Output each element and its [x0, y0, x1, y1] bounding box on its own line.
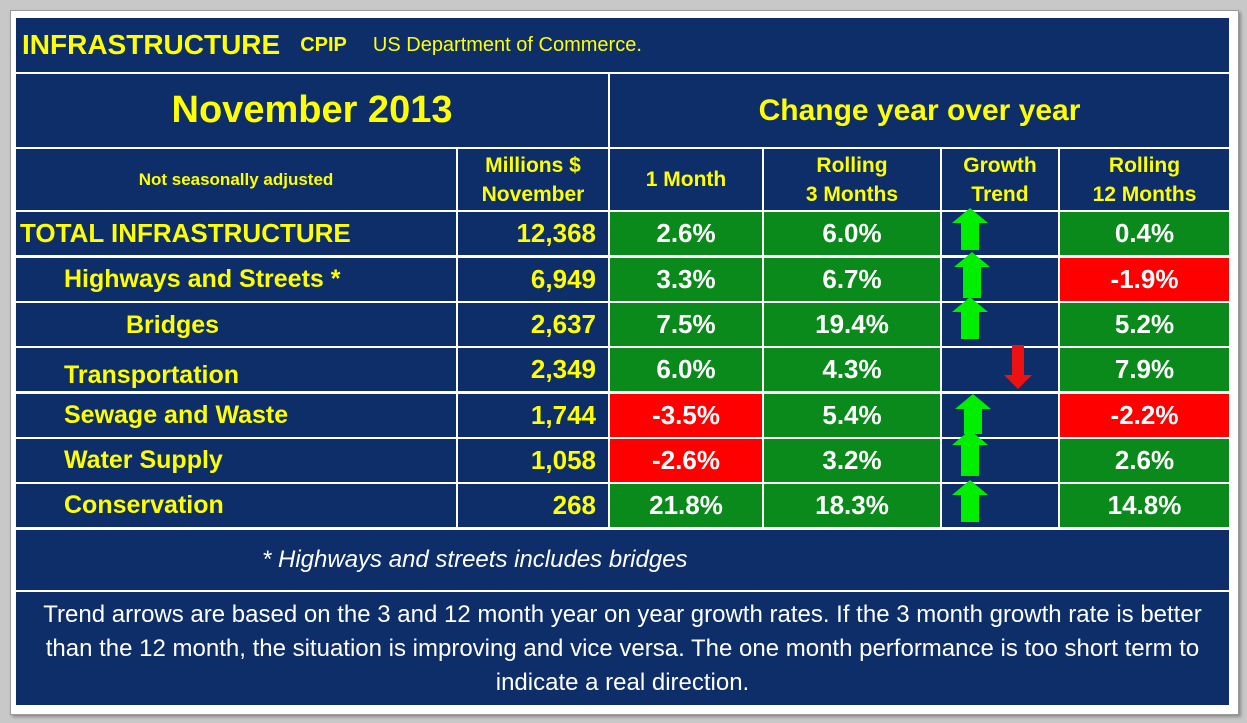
adjustment-note: Not seasonally adjusted	[138, 169, 334, 189]
millions-header: Millions $ November	[481, 153, 585, 206]
rolling3-value-cell: 6.7%	[762, 256, 942, 303]
trend-cell	[940, 210, 1060, 257]
footnote: * Highways and streets includes bridges	[262, 546, 688, 573]
title-bar: INFRASTRUCTURE CPIP US Department of Com…	[14, 16, 1231, 74]
one-month-value: -2.6%	[652, 445, 720, 475]
one-month-value-cell: 2.6%	[608, 210, 764, 257]
millions-value-cell: 2,637	[456, 301, 610, 348]
millions-value-cell: 12,368	[456, 210, 610, 257]
millions-header-cell: Millions $ November	[456, 147, 610, 212]
millions-value-cell: 1,058	[456, 437, 610, 484]
millions-value: 6,949	[530, 264, 596, 294]
rolling3-value: 6.7%	[822, 264, 882, 294]
rolling3-value: 5.4%	[822, 400, 882, 430]
millions-value-cell: 2,349	[456, 346, 610, 393]
rolling3-value-cell: 3.2%	[762, 437, 942, 484]
rolling12-value: 14.8%	[1107, 490, 1182, 520]
rolling12-value-cell: -1.9%	[1058, 256, 1231, 303]
one-month-header: 1 Month	[645, 168, 727, 191]
row-label-cell	[14, 392, 458, 439]
report-title: INFRASTRUCTURE	[22, 29, 281, 60]
rolling3-value-cell: 19.4%	[762, 301, 942, 348]
row-label: TOTAL INFRASTRUCTURE	[20, 218, 351, 248]
one-month-value-cell: 7.5%	[608, 301, 764, 348]
row-label-cell	[14, 346, 458, 393]
millions-value-cell: 6,949	[456, 256, 610, 303]
millions-value: 1,744	[530, 400, 596, 430]
one-month-value-cell: -2.6%	[608, 437, 764, 484]
rolling12-value-cell: 0.4%	[1058, 210, 1231, 257]
rolling12-value: -2.2%	[1110, 400, 1179, 430]
change-header-cell: Change year over year	[608, 72, 1231, 149]
rolling3-value: 4.3%	[822, 354, 882, 384]
one-month-value: 6.0%	[656, 354, 716, 384]
explanation-cell: Trend arrows are based on the 3 and 12 m…	[14, 590, 1231, 707]
trend-cell	[940, 346, 1060, 393]
millions-value: 1,058	[530, 445, 596, 475]
rolling12-value-cell: 5.2%	[1058, 301, 1231, 348]
rolling12-value: -1.9%	[1110, 264, 1179, 294]
report-source: US Department of Commerce.	[372, 33, 642, 56]
report-code: CPIP	[300, 33, 347, 56]
rolling3-value-cell: 4.3%	[762, 346, 942, 393]
row-label-cell	[14, 301, 458, 348]
trend-cell	[940, 256, 1060, 303]
millions-value: 2,349	[530, 354, 596, 384]
trend-cell	[940, 482, 1060, 529]
rolling12-value: 2.6%	[1114, 445, 1175, 475]
trend-cell	[940, 301, 1060, 348]
rolling3-value: 3.2%	[822, 445, 882, 475]
period-title: November 2013	[171, 89, 453, 131]
one-month-value: -3.5%	[652, 400, 720, 430]
row-label: Water Supply	[64, 446, 223, 474]
millions-value: 268	[552, 490, 596, 520]
rolling12-value-cell: -2.2%	[1058, 392, 1231, 439]
rolling12-value-cell: 7.9%	[1058, 346, 1231, 393]
period-cell: November 2013	[14, 72, 610, 149]
change-header: Change year over year	[758, 93, 1081, 127]
rolling3-header: Rolling 3 Months	[805, 153, 899, 206]
row-label: Conservation	[64, 491, 224, 519]
adjustment-header-cell: Not seasonally adjusted	[14, 147, 458, 212]
trend-header-cell: Growth Trend	[940, 147, 1060, 212]
rolling3-value-cell: 18.3%	[762, 482, 942, 529]
rolling12-header: Rolling 12 Months	[1092, 153, 1197, 206]
rolling12-value: 7.9%	[1114, 354, 1175, 384]
one-month-value: 21.8%	[649, 490, 723, 520]
one-month-value-cell: 6.0%	[608, 346, 764, 393]
rolling3-value: 18.3%	[815, 490, 889, 520]
row-label-cell	[14, 256, 458, 303]
one-month-value: 3.3%	[656, 264, 716, 294]
millions-value-cell: 268	[456, 482, 610, 529]
footnote-cell: * Highways and streets includes bridges	[14, 528, 1231, 592]
row-label: Sewage and Waste	[64, 401, 289, 429]
row-label-cell	[14, 210, 458, 257]
rolling12-value-cell: 2.6%	[1058, 437, 1231, 484]
one-month-value-cell: 3.3%	[608, 256, 764, 303]
rolling12-value-cell: 14.8%	[1058, 482, 1231, 529]
millions-value: 2,637	[530, 309, 596, 339]
row-label: Transportation	[64, 361, 240, 389]
trend-cell	[940, 437, 1060, 484]
trend-header: Growth Trend	[963, 153, 1037, 206]
one-month-value-cell: -3.5%	[608, 392, 764, 439]
rolling3-value: 6.0%	[822, 218, 882, 248]
rolling12-value: 5.2%	[1114, 309, 1175, 339]
millions-value-cell: 1,744	[456, 392, 610, 439]
one-month-value-cell: 21.8%	[608, 482, 764, 529]
one-month-header-cell: 1 Month	[608, 147, 764, 212]
explanation: Trend arrows are based on the 3 and 12 m…	[43, 600, 1202, 696]
row-label: Highways and Streets *	[64, 265, 341, 293]
rolling3-value-cell: 5.4%	[762, 392, 942, 439]
rolling3-value-cell: 6.0%	[762, 210, 942, 257]
one-month-value: 2.6%	[656, 218, 716, 248]
trend-cell	[940, 392, 1060, 439]
one-month-value: 7.5%	[656, 309, 716, 339]
rolling3-header-cell: Rolling 3 Months	[762, 147, 942, 212]
rolling12-header-cell: Rolling 12 Months	[1058, 147, 1231, 212]
rolling3-value: 19.4%	[815, 309, 889, 339]
millions-value: 12,368	[516, 218, 596, 248]
rolling12-value: 0.4%	[1114, 218, 1175, 248]
row-label: Bridges	[126, 311, 220, 339]
